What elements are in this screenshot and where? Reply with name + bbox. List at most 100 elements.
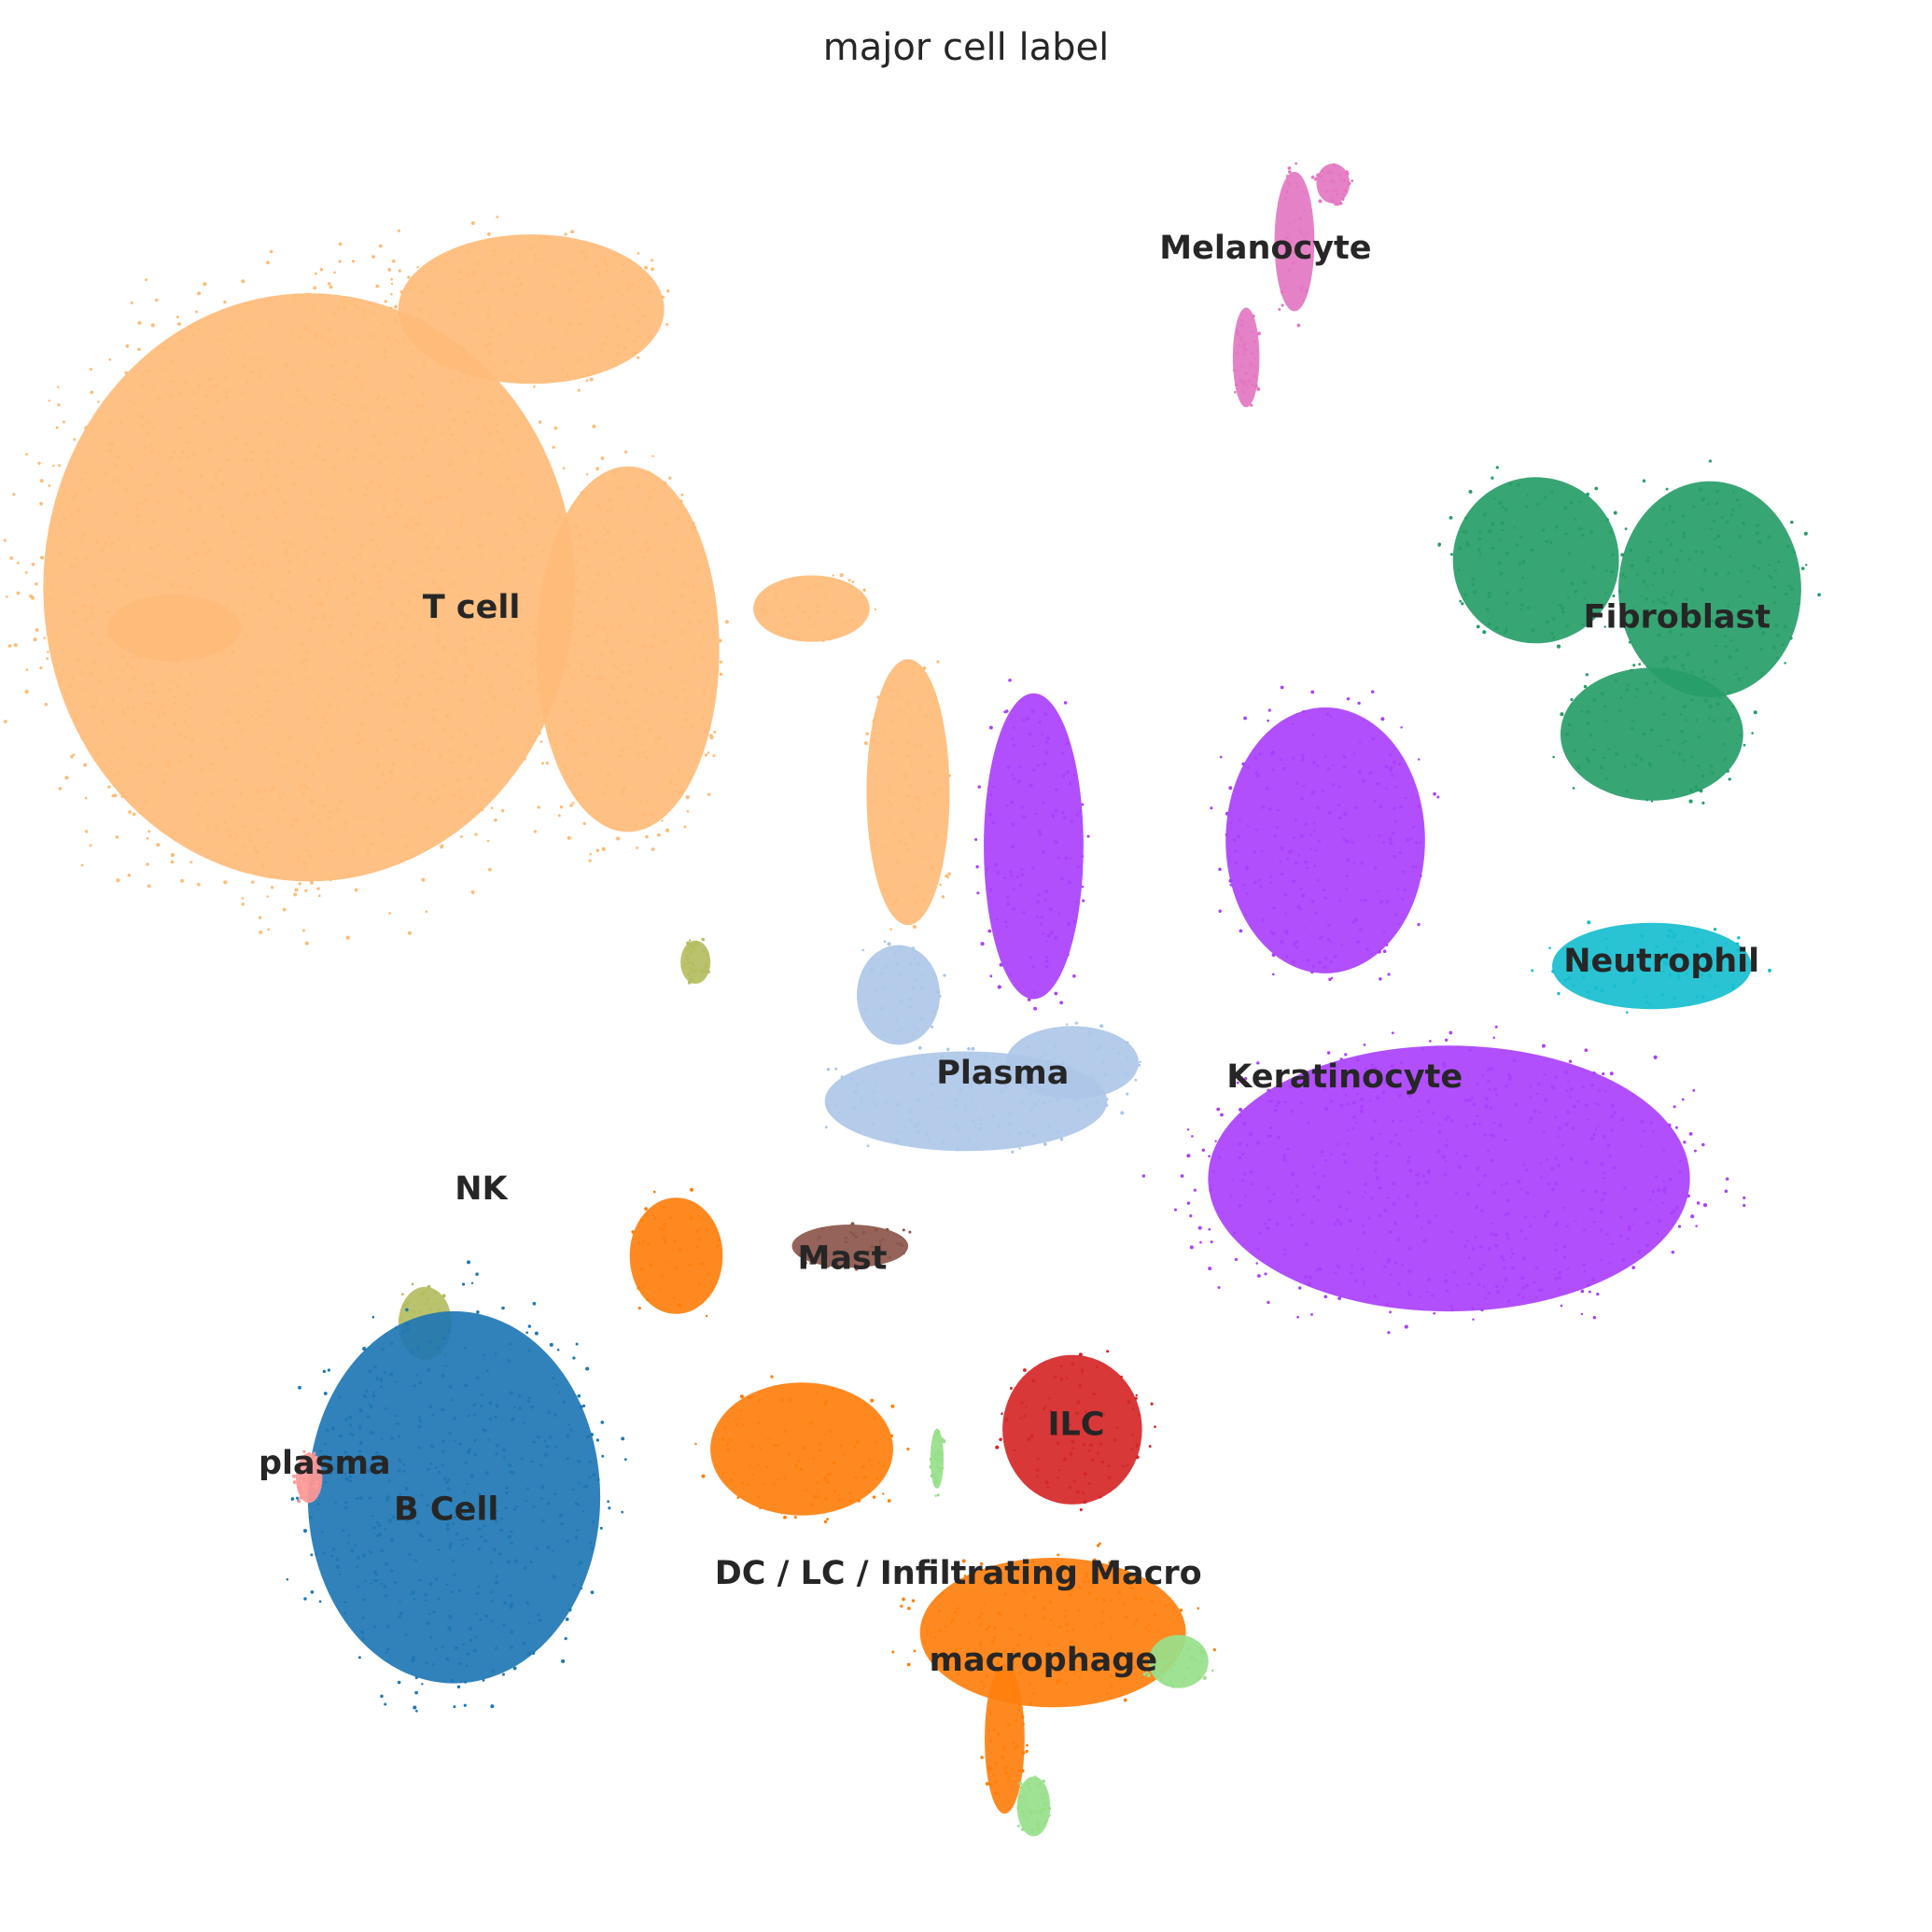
cell-point [284, 766, 287, 770]
cell-point [296, 388, 299, 391]
cell-point [377, 581, 380, 584]
cell-point [320, 726, 324, 729]
cell-point [1569, 1087, 1574, 1091]
cell-point [721, 1437, 725, 1442]
cell-point [372, 1625, 377, 1629]
cell-point [690, 977, 693, 981]
cell-point [336, 563, 339, 566]
cell-point [353, 376, 357, 380]
cell-point [225, 827, 230, 831]
cell-point [330, 849, 334, 853]
cell-point [225, 319, 229, 323]
cell-point [369, 490, 371, 494]
cell-point [393, 466, 396, 469]
cell-point [484, 1471, 489, 1476]
cell-point [410, 374, 414, 379]
cell-point [660, 665, 664, 668]
cell-point [1347, 181, 1351, 186]
cell-point [937, 1629, 942, 1632]
cell-point [1645, 798, 1649, 802]
cell-point [385, 406, 389, 410]
cell-point [62, 490, 66, 495]
cell-point [1043, 1101, 1046, 1105]
cell-point [394, 511, 399, 516]
cell-point [608, 693, 610, 697]
cell-point [721, 1471, 725, 1475]
cell-point [941, 1466, 945, 1470]
cell-point [387, 848, 391, 851]
cell-point [563, 763, 567, 768]
cell-point [307, 401, 311, 405]
cell-point [140, 501, 145, 506]
cell-point [1497, 561, 1502, 566]
cell-point [343, 1611, 347, 1615]
cell-point [1008, 679, 1012, 682]
cell-point [874, 1227, 878, 1232]
cell-point [1071, 1628, 1075, 1631]
cell-point [512, 485, 516, 489]
cell-point [1032, 1692, 1036, 1696]
cell-point [606, 510, 609, 513]
cell-point [220, 380, 224, 384]
cell-point [1696, 616, 1701, 621]
cell-point [1131, 1434, 1135, 1436]
cell-point [437, 1548, 441, 1551]
cell-point [1008, 973, 1012, 976]
cell-point [1068, 781, 1072, 786]
cell-point [695, 590, 699, 594]
cell-point [1318, 199, 1323, 203]
cell-point [519, 472, 523, 477]
cell-point [937, 1440, 941, 1444]
cell-point [1064, 856, 1069, 861]
cell-point [705, 1314, 708, 1318]
cell-point [1715, 644, 1717, 648]
cell-point [371, 672, 374, 676]
cell-point [1010, 1628, 1013, 1631]
cell-point [266, 699, 270, 704]
cell-point [802, 1446, 806, 1450]
cell-point [621, 1510, 624, 1514]
cell-point [1680, 729, 1684, 734]
cell-point [1009, 1671, 1014, 1675]
cell-point [380, 645, 384, 649]
cell-point [645, 800, 649, 803]
cell-point [1275, 1104, 1279, 1108]
cell-point [1387, 1331, 1391, 1335]
cell-point [1020, 805, 1024, 809]
cell-point [1078, 1384, 1082, 1388]
cell-point [196, 813, 201, 818]
cell-point [935, 1463, 939, 1468]
cell-point [433, 1291, 438, 1295]
cell-point [369, 481, 373, 485]
cell-point [908, 998, 912, 1001]
cell-point [221, 514, 225, 518]
cell-point [1141, 1174, 1146, 1178]
cell-point [317, 444, 322, 449]
cluster-label-t-cell: T cell [423, 589, 521, 626]
cell-point [147, 701, 152, 706]
cell-point [1472, 1122, 1477, 1127]
cell-point [1202, 1675, 1207, 1680]
cell-point [198, 373, 202, 377]
cell-point [1039, 922, 1043, 926]
cell-point [584, 308, 589, 313]
cell-point [319, 267, 324, 272]
cell-point [1566, 595, 1570, 599]
cell-point [425, 910, 428, 914]
cell-point [150, 323, 155, 328]
cell-point [1407, 1159, 1411, 1164]
cell-point [757, 1400, 760, 1404]
cell-point [993, 1574, 997, 1578]
cell-point [1175, 1636, 1180, 1640]
cell-point [214, 472, 218, 478]
cell-point [471, 795, 475, 799]
cell-point [591, 288, 595, 292]
cell-point [1304, 242, 1308, 245]
cell-point [1431, 1294, 1435, 1297]
cell-point [1435, 1214, 1438, 1218]
cell-point [212, 652, 216, 655]
cell-point [1245, 1143, 1249, 1147]
cell-point [1071, 1090, 1075, 1094]
cell-point [1302, 784, 1306, 788]
cell-point [1087, 1591, 1091, 1595]
